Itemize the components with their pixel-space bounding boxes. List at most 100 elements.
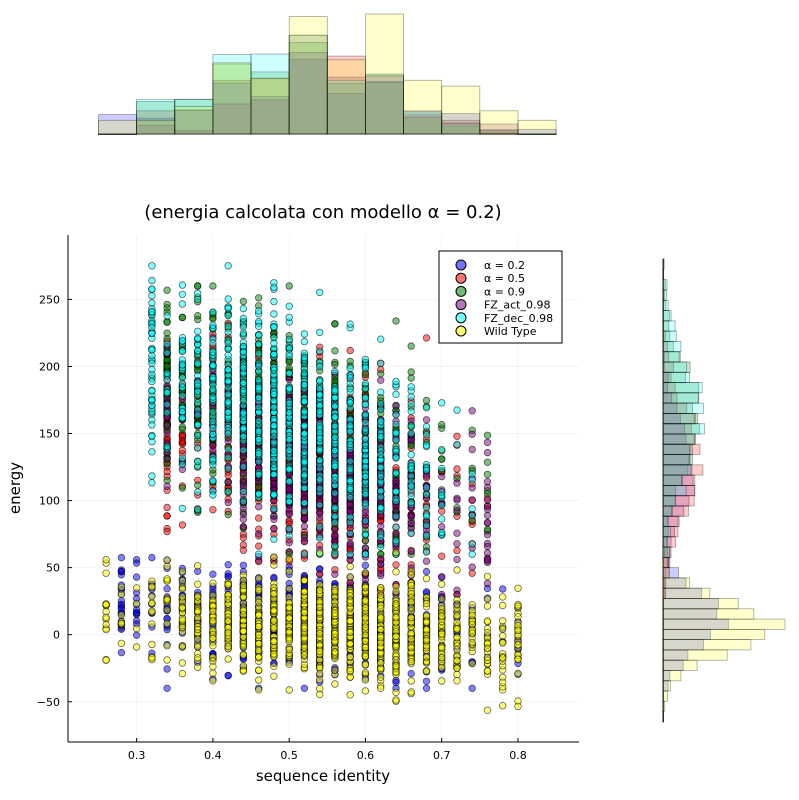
right-hist-bar-3-8 xyxy=(662,628,664,640)
right-hist-bar-4-41 xyxy=(662,289,667,301)
point-0-628 xyxy=(163,585,171,593)
right-hist-bar-4-8 xyxy=(662,628,664,640)
point-3-464 xyxy=(453,479,461,487)
point-3-462 xyxy=(239,504,248,512)
point-5-608 xyxy=(468,659,476,668)
right-hist-bar-3-44 xyxy=(662,258,664,270)
point-4-232 xyxy=(346,320,354,328)
point-2-439 xyxy=(438,421,446,429)
point-4-801 xyxy=(224,304,232,313)
point-0-523 xyxy=(148,553,156,562)
right-hist-bar-0-42 xyxy=(662,279,664,291)
right-hist-bar-4-20 xyxy=(662,505,673,517)
point-3-400 xyxy=(483,505,492,513)
right-hist-bar-1-13 xyxy=(662,577,666,589)
top-hist-bar-1-9 xyxy=(441,122,481,135)
point-0-652 xyxy=(392,678,400,687)
right-hist-bar-2-29 xyxy=(662,412,699,425)
right-hist-bar-1-3 xyxy=(662,680,664,692)
point-5-777 xyxy=(178,623,187,632)
point-5-122 xyxy=(514,669,522,678)
right-hist-bar-1-19 xyxy=(662,515,680,527)
point-4-310 xyxy=(468,511,476,520)
point-3-292 xyxy=(270,515,278,523)
right-hist-bar-2-20 xyxy=(662,505,673,517)
point-4-874 xyxy=(209,361,217,370)
point-4-705 xyxy=(316,407,324,415)
right-hist-bar-3-9 xyxy=(662,618,664,630)
top-hist-series-0 xyxy=(98,58,557,135)
right-hist-series-1 xyxy=(662,258,704,723)
point-4-537 xyxy=(361,441,370,450)
point-4-880 xyxy=(285,497,293,506)
top-hist-bar-1-2 xyxy=(174,109,214,135)
point-5-803 xyxy=(407,582,415,590)
point-3-465 xyxy=(422,557,431,565)
point-4-666 xyxy=(438,446,446,454)
point-4-508 xyxy=(361,517,370,525)
top-hist-bar-2-7 xyxy=(364,82,404,135)
point-4-871 xyxy=(285,465,293,473)
right-hist-bar-2-40 xyxy=(662,299,667,311)
point-4-212 xyxy=(407,451,415,459)
right-hist-bar-0-26 xyxy=(662,443,664,455)
point-5-31 xyxy=(270,662,278,670)
top-hist-bar-2-8 xyxy=(403,117,443,135)
point-5-421 xyxy=(438,677,446,685)
right-hist-bar-0-27 xyxy=(662,433,664,445)
point-4-653 xyxy=(392,487,400,496)
top-hist-series-2 xyxy=(98,42,557,135)
point-4-794 xyxy=(270,535,278,543)
point-1-521 xyxy=(453,432,461,440)
right-hist-bar-3-24 xyxy=(662,464,693,476)
point-4-747 xyxy=(163,389,171,397)
point-4-798 xyxy=(331,422,339,431)
right-hist-bar-5-40 xyxy=(662,299,664,311)
point-3-173 xyxy=(483,511,492,520)
right-hist-series-0 xyxy=(662,258,729,723)
point-4-839 xyxy=(377,504,385,512)
point-4-220 xyxy=(316,523,324,531)
right-hist-bar-4-39 xyxy=(662,310,672,322)
top-hist-bar-5-8 xyxy=(403,79,443,135)
point-3-520 xyxy=(407,436,415,444)
top-hist-bar-4-11 xyxy=(517,133,557,135)
point-5-679 xyxy=(438,580,446,588)
point-4-751 xyxy=(255,490,263,498)
point-3-167 xyxy=(163,482,171,490)
right-hist-bar-2-10 xyxy=(662,608,664,620)
point-4-832 xyxy=(285,384,293,392)
right-hist-bar-2-2 xyxy=(662,690,664,702)
point-4-655 xyxy=(285,302,293,310)
point-2-495 xyxy=(438,455,446,463)
point-4-843 xyxy=(331,402,339,410)
point-3-163 xyxy=(468,445,476,454)
point-3-599 xyxy=(392,477,400,485)
right-hist-bar-4-1 xyxy=(662,700,664,712)
right-hist-bar-1-20 xyxy=(662,505,689,517)
right-hist-bar-5-34 xyxy=(662,361,664,373)
right-hist-bar-2-12 xyxy=(662,587,664,599)
right-hist-bar-0-15 xyxy=(662,557,671,569)
point-5-208 xyxy=(285,660,293,668)
point-1-405 xyxy=(255,542,263,550)
point-0-647 xyxy=(117,553,126,562)
right-hist-bar-5-44 xyxy=(662,258,664,270)
right-hist-bar-5-24 xyxy=(662,464,664,476)
point-4-372 xyxy=(316,475,324,483)
top-hist-bar-5-4 xyxy=(250,77,290,135)
right-hist-bar-2-43 xyxy=(662,268,664,281)
right-hist-bar-1-33 xyxy=(662,371,672,383)
point-4-886 xyxy=(255,393,263,402)
right-hist-bar-3-1 xyxy=(662,700,664,712)
point-4-350 xyxy=(346,550,354,558)
point-4-740 xyxy=(377,463,385,471)
point-4-554 xyxy=(422,441,431,449)
point-4-896 xyxy=(407,465,415,473)
point-4-749 xyxy=(361,425,370,433)
right-hist-bar-1-2 xyxy=(662,690,664,702)
right-hist-bar-3-37 xyxy=(662,330,665,342)
right-hist-bar-4-22 xyxy=(662,484,687,497)
point-4-782 xyxy=(224,390,232,398)
top-hist-bar-3-3 xyxy=(212,103,252,135)
